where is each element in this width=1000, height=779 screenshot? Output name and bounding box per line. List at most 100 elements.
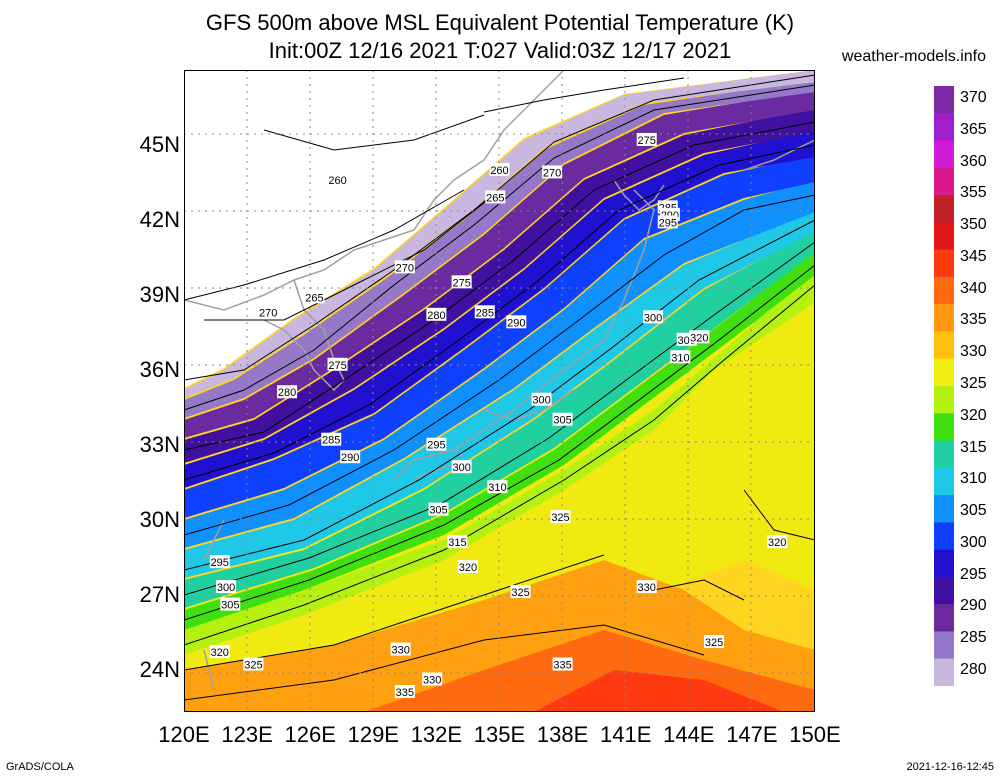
- colorbar-swatch: [934, 386, 954, 414]
- contour-label: 265: [305, 292, 323, 304]
- colorbar-swatch: [934, 249, 954, 278]
- colorbar-label: 310: [960, 470, 987, 488]
- contour-label-bg: [542, 165, 563, 179]
- colorbar-label: 355: [960, 184, 987, 202]
- field-green-band: [184, 250, 815, 630]
- field-purple: [184, 90, 815, 438]
- contour-label-bg: [636, 132, 657, 146]
- colorbar-label: 345: [960, 247, 987, 265]
- contour-label: 320: [768, 537, 786, 549]
- contour-label: 300: [644, 312, 662, 324]
- colorbar-label: 325: [960, 375, 987, 392]
- contour-label-bg: [636, 580, 657, 594]
- contour-label: 275: [328, 360, 346, 372]
- field-red: [534, 670, 784, 712]
- map-frame: [184, 70, 815, 712]
- colorbar-swatch: [934, 631, 954, 660]
- contour-lines: [184, 74, 815, 701]
- contour-label: 265: [486, 192, 504, 204]
- contour-label: 280: [427, 310, 445, 322]
- colorbar-swatch: [934, 549, 954, 578]
- x-tick-label: 138E: [536, 722, 589, 747]
- contour-label: 300: [217, 582, 235, 594]
- map-subtitle: Init:00Z 12/16 2021 T:027 Valid:03Z 12/1…: [268, 38, 732, 63]
- field-teal-band: [184, 230, 815, 608]
- x-tick-label: 123E: [221, 722, 273, 747]
- contour-label-bg: [220, 597, 241, 611]
- contour-label: 335: [396, 687, 414, 699]
- colorbar-swatch: [934, 522, 954, 551]
- contour-label-bg: [657, 215, 678, 229]
- site-link[interactable]: weather-models.info: [841, 48, 986, 65]
- footer-timestamp: 2021-12-16-12:45: [906, 761, 994, 773]
- graticule: [184, 70, 815, 712]
- contour-label-bg: [277, 385, 298, 399]
- colorbar-swatch: [934, 167, 954, 196]
- contour-label-bg: [447, 535, 468, 549]
- colorbar-label: 335: [960, 311, 987, 329]
- contour-label-bg: [390, 642, 411, 656]
- contour-label: 270: [543, 167, 561, 179]
- contour-label-bg: [209, 555, 230, 569]
- colorbar-label: 330: [960, 343, 987, 361]
- contour-label: 330: [638, 582, 656, 594]
- colorbar-label: 350: [960, 216, 987, 234]
- x-tick-label: 135E: [473, 722, 526, 747]
- colorbar-swatch: [934, 331, 954, 360]
- colorbar-swatch: [934, 440, 954, 469]
- footer-software: GrADS/COLA: [6, 761, 74, 773]
- contour-label-bg: [321, 432, 342, 446]
- contour-label-bg: [327, 357, 348, 371]
- contour-label-bg: [670, 350, 691, 364]
- contour-label-bg: [327, 172, 348, 186]
- contour-label-bg: [209, 645, 230, 659]
- contour-label-bg: [531, 392, 552, 406]
- colorbar-label: 315: [960, 438, 987, 456]
- contour-label: 305: [553, 415, 571, 427]
- y-tick-label: 30N: [139, 506, 180, 532]
- colorbar-label: 365: [960, 120, 987, 138]
- colorbar-swatch: [934, 413, 954, 442]
- contour-label-bg: [258, 305, 279, 319]
- contour-label: 295: [659, 217, 677, 229]
- map-title: GFS 500m above MSL Equivalent Potential …: [205, 10, 795, 35]
- colorbar-label: 320: [960, 406, 987, 424]
- x-tick-label: 129E: [347, 722, 399, 747]
- y-tick-label: 24N: [139, 656, 180, 682]
- contour-label: 335: [553, 660, 571, 672]
- contour-label-bg: [340, 450, 361, 464]
- contour-label-bg: [552, 657, 573, 671]
- contour-label: 320: [690, 332, 708, 344]
- colorbar-swatch: [934, 658, 954, 686]
- contour-label-bg: [643, 310, 664, 324]
- colorbar-label: 295: [960, 565, 987, 583]
- contour-label: 295: [211, 557, 229, 569]
- contour-label-bg: [510, 585, 531, 599]
- contour-label: 285: [476, 307, 494, 319]
- contour-label: 280: [278, 387, 296, 399]
- contour-label: 305: [429, 505, 447, 517]
- contour-label: 285: [322, 435, 340, 447]
- contour-label-bg: [474, 305, 495, 319]
- contour-label: 300: [532, 395, 550, 407]
- contour-label-bg: [767, 535, 788, 549]
- contour-labels: 2752602702602652852902952702752652702802…: [209, 132, 788, 699]
- contour-label-bg: [394, 260, 415, 274]
- y-tick-label: 36N: [139, 356, 180, 382]
- colorbar-label: 280: [960, 661, 987, 678]
- x-tick-label: 147E: [726, 722, 778, 747]
- colorbar-swatch: [934, 222, 954, 251]
- x-tick-label: 141E: [599, 722, 652, 747]
- contour-label-bg: [451, 275, 472, 289]
- y-tick-label: 42N: [139, 206, 180, 232]
- colorbar-swatch: [934, 358, 954, 387]
- colorbar-swatch: [934, 276, 954, 305]
- x-tick-label: 150E: [789, 722, 841, 747]
- colorbar-swatch: [934, 467, 954, 496]
- field-cyan-band: [184, 210, 815, 578]
- contour-label: 260: [490, 165, 508, 177]
- contour-label: 325: [705, 637, 723, 649]
- colorbar-swatch: [934, 604, 954, 632]
- colorbar-swatch: [934, 86, 954, 114]
- y-tick-label: 39N: [139, 281, 180, 307]
